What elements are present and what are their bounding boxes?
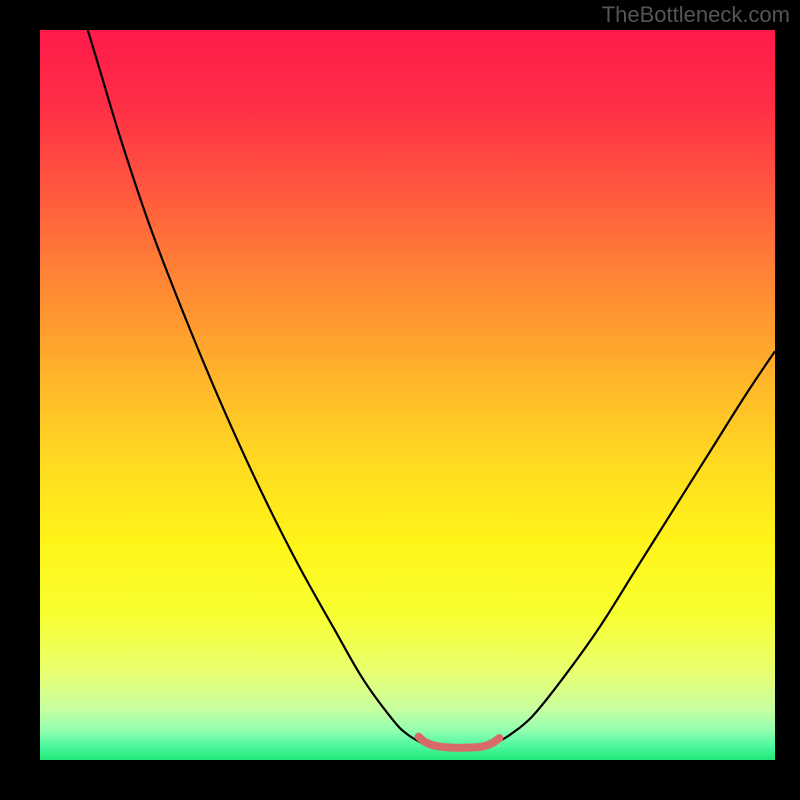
curve-right: [496, 351, 775, 743]
plot-area: [40, 30, 775, 760]
watermark-text: TheBottleneck.com: [602, 2, 790, 28]
valley-segment: [419, 737, 500, 748]
bottleneck-curve-chart: [40, 30, 775, 760]
curve-left: [88, 30, 422, 743]
